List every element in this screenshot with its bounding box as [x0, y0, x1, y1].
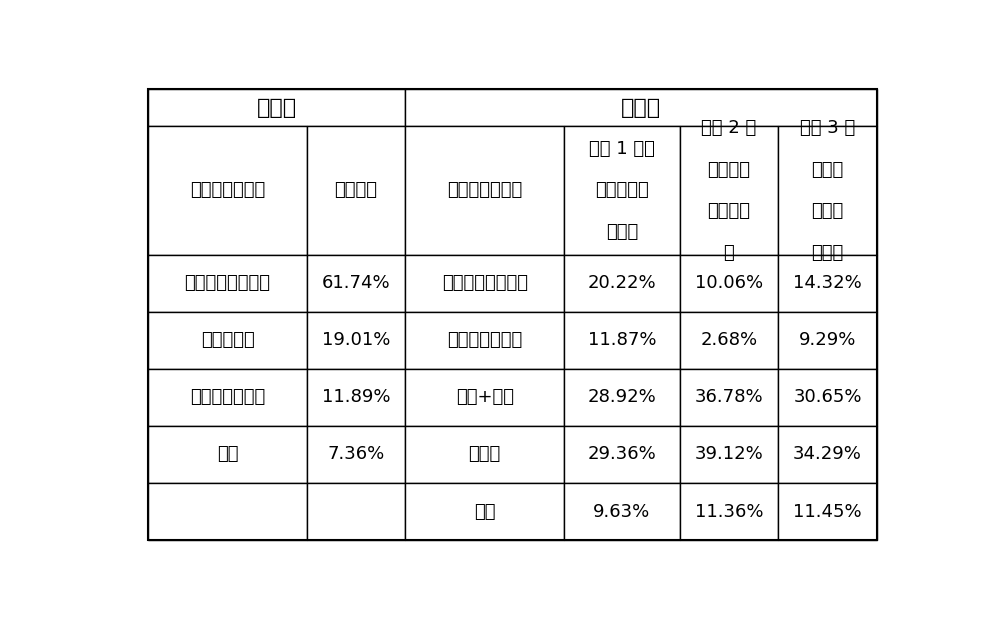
- Text: 苯酚类及其衍生物: 苯酚类及其衍生物: [442, 274, 528, 292]
- Text: 10.06%: 10.06%: [695, 274, 763, 292]
- Text: 2.68%: 2.68%: [700, 331, 757, 350]
- Bar: [778, 426, 877, 483]
- Bar: [564, 312, 680, 369]
- Text: 14.32%: 14.32%: [793, 274, 862, 292]
- Bar: [680, 369, 778, 426]
- Text: 19.01%: 19.01%: [322, 331, 390, 350]
- Bar: [307, 483, 405, 540]
- Bar: [148, 369, 307, 426]
- Bar: [564, 126, 680, 255]
- Bar: [778, 483, 877, 540]
- Bar: [307, 126, 405, 255]
- Bar: [564, 255, 680, 312]
- Bar: [680, 426, 778, 483]
- Bar: [680, 312, 778, 369]
- Bar: [405, 312, 564, 369]
- Text: 苯酚类及其衍生物: 苯酚类及其衍生物: [185, 274, 271, 292]
- Text: 20.22%: 20.22%: [587, 274, 656, 292]
- Text: 9.29%: 9.29%: [799, 331, 856, 350]
- Text: 39.12%: 39.12%: [695, 445, 763, 464]
- Bar: [148, 483, 307, 540]
- Bar: [148, 255, 307, 312]
- Bar: [405, 89, 877, 126]
- Bar: [148, 126, 307, 255]
- Bar: [564, 426, 680, 483]
- Text: 环烷烃: 环烷烃: [469, 445, 501, 464]
- Bar: [564, 369, 680, 426]
- Bar: [307, 312, 405, 369]
- Bar: [307, 255, 405, 312]
- Text: 29.36%: 29.36%: [587, 445, 656, 464]
- Text: 61.74%: 61.74%: [322, 274, 390, 292]
- Bar: [778, 126, 877, 255]
- Text: 特征污染物种类: 特征污染物种类: [190, 181, 265, 199]
- Text: 11.89%: 11.89%: [322, 388, 390, 406]
- Bar: [778, 312, 877, 369]
- Text: 34.29%: 34.29%: [793, 445, 862, 464]
- Bar: [148, 312, 307, 369]
- Text: 9.63%: 9.63%: [593, 503, 650, 521]
- Text: 11.87%: 11.87%: [588, 331, 656, 350]
- Bar: [680, 255, 778, 312]
- Text: 案例 3 催

化剂反

应后相

对含量: 案例 3 催 化剂反 应后相 对含量: [800, 119, 855, 262]
- Text: 杂环化合物: 杂环化合物: [201, 331, 254, 350]
- Bar: [680, 483, 778, 540]
- Text: 苯类及其衍生物: 苯类及其衍生物: [190, 388, 265, 406]
- Bar: [778, 255, 877, 312]
- Bar: [307, 369, 405, 426]
- Text: 苯类及其衍生物: 苯类及其衍生物: [447, 331, 522, 350]
- Text: 7.36%: 7.36%: [327, 445, 385, 464]
- Text: 28.92%: 28.92%: [587, 388, 656, 406]
- Bar: [405, 426, 564, 483]
- Bar: [148, 89, 405, 126]
- Text: 11.45%: 11.45%: [793, 503, 862, 521]
- Text: 反应前: 反应前: [257, 98, 297, 118]
- Bar: [148, 426, 307, 483]
- Text: 30.65%: 30.65%: [793, 388, 862, 406]
- Text: 其它: 其它: [474, 503, 495, 521]
- Bar: [307, 426, 405, 483]
- Bar: [405, 483, 564, 540]
- Bar: [405, 369, 564, 426]
- Text: 其它: 其它: [217, 445, 238, 464]
- Text: 36.78%: 36.78%: [695, 388, 763, 406]
- Text: 案例 2 催

化剂反应

后相对含

量: 案例 2 催 化剂反应 后相对含 量: [701, 119, 757, 262]
- Text: 相对含量: 相对含量: [335, 181, 378, 199]
- Bar: [680, 126, 778, 255]
- Bar: [405, 255, 564, 312]
- Text: 特征污染物种类: 特征污染物种类: [447, 181, 522, 199]
- Bar: [564, 483, 680, 540]
- Text: 案例 1 催化

剂反应后相

对含量: 案例 1 催化 剂反应后相 对含量: [589, 140, 655, 241]
- Text: 酯类+酸类: 酯类+酸类: [456, 388, 514, 406]
- Bar: [405, 126, 564, 255]
- Bar: [778, 369, 877, 426]
- Text: 11.36%: 11.36%: [695, 503, 763, 521]
- Text: 反应后: 反应后: [621, 98, 661, 118]
